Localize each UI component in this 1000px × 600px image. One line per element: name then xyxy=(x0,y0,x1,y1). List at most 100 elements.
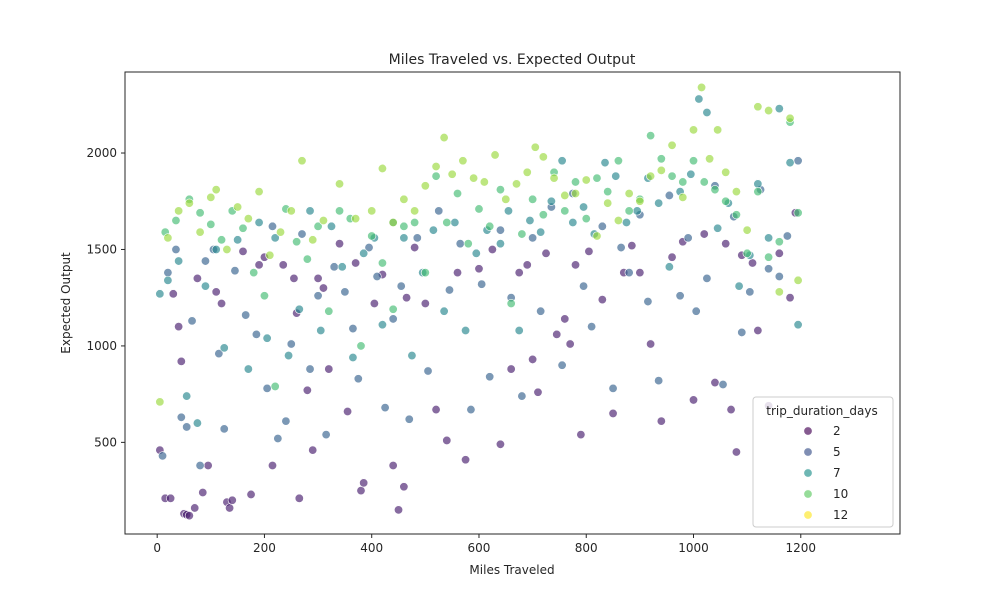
data-point xyxy=(571,189,581,199)
data-point xyxy=(742,225,752,235)
data-point xyxy=(297,229,307,239)
data-point xyxy=(538,210,548,220)
data-point xyxy=(635,268,645,278)
data-point xyxy=(469,173,479,183)
data-point xyxy=(734,281,744,291)
data-point xyxy=(243,214,253,224)
data-point xyxy=(557,156,567,166)
data-point xyxy=(581,214,591,224)
data-point xyxy=(431,405,441,415)
data-point xyxy=(466,405,476,415)
legend-label: 5 xyxy=(833,445,841,459)
x-axis-label: Miles Traveled xyxy=(469,563,554,577)
data-point xyxy=(549,173,559,183)
data-point xyxy=(410,243,420,253)
data-point xyxy=(474,264,484,274)
data-point xyxy=(292,237,302,247)
data-point xyxy=(230,266,240,276)
data-point xyxy=(764,233,774,243)
data-point xyxy=(377,258,387,268)
data-point xyxy=(305,364,315,374)
data-point xyxy=(560,206,570,216)
data-point xyxy=(477,279,487,289)
data-point xyxy=(793,208,803,218)
data-point xyxy=(774,248,784,258)
data-point xyxy=(241,310,251,320)
data-point xyxy=(356,486,366,496)
data-point xyxy=(267,461,277,471)
data-point xyxy=(538,152,548,162)
x-tick-label: 1200 xyxy=(786,541,817,555)
data-point xyxy=(192,273,202,283)
data-point xyxy=(686,169,696,179)
data-point xyxy=(501,194,511,204)
data-point xyxy=(656,154,666,164)
data-point xyxy=(705,154,715,164)
data-point xyxy=(423,366,433,376)
x-tick-label: 400 xyxy=(360,541,383,555)
legend-title: trip_duration_days xyxy=(766,404,877,418)
data-point xyxy=(308,445,318,455)
data-point xyxy=(742,248,752,258)
data-point xyxy=(329,262,339,272)
data-point xyxy=(721,196,731,206)
data-point xyxy=(439,306,449,316)
data-point xyxy=(155,397,165,407)
data-point xyxy=(206,219,216,229)
data-point xyxy=(313,221,323,231)
data-point xyxy=(667,171,677,181)
data-point xyxy=(774,237,784,247)
data-point xyxy=(699,229,709,239)
data-point xyxy=(359,248,369,258)
legend-marker xyxy=(803,510,813,520)
data-point xyxy=(195,208,205,218)
data-point xyxy=(217,235,227,245)
data-point xyxy=(335,206,345,216)
data-point xyxy=(324,306,334,316)
y-axis-ticks: 500 1000 1500 2000 xyxy=(86,146,125,449)
data-point xyxy=(689,125,699,135)
data-point xyxy=(525,216,535,226)
data-point xyxy=(764,106,774,116)
data-point xyxy=(721,239,731,249)
data-point xyxy=(517,391,527,401)
data-point xyxy=(495,239,505,249)
data-point xyxy=(764,264,774,274)
data-point xyxy=(367,206,377,216)
data-point xyxy=(340,287,350,297)
data-point xyxy=(254,217,264,227)
data-point xyxy=(249,268,259,278)
data-point xyxy=(262,383,272,393)
data-point xyxy=(394,505,404,515)
data-point xyxy=(222,244,232,254)
data-point xyxy=(694,94,704,104)
data-point xyxy=(487,244,497,254)
data-point xyxy=(552,329,562,339)
data-point xyxy=(485,221,495,231)
data-point xyxy=(627,241,637,251)
x-tick-label: 600 xyxy=(468,541,491,555)
data-point xyxy=(219,343,229,353)
data-point xyxy=(646,131,656,141)
axes-frame xyxy=(124,71,901,535)
data-point xyxy=(453,189,463,199)
data-point xyxy=(721,167,731,177)
data-point xyxy=(184,511,194,521)
data-point xyxy=(683,233,693,243)
data-point xyxy=(348,352,358,362)
data-point xyxy=(420,181,430,191)
data-point xyxy=(597,295,607,305)
data-point xyxy=(474,204,484,214)
data-point xyxy=(343,407,353,417)
data-point xyxy=(576,430,586,440)
data-point xyxy=(195,227,205,237)
data-point xyxy=(369,298,379,308)
data-point xyxy=(597,221,607,231)
data-point xyxy=(168,289,178,299)
data-point xyxy=(198,488,208,498)
data-point xyxy=(678,177,688,187)
data-point xyxy=(211,185,221,195)
data-point xyxy=(560,314,570,324)
data-point xyxy=(506,298,516,308)
data-point xyxy=(335,239,345,249)
